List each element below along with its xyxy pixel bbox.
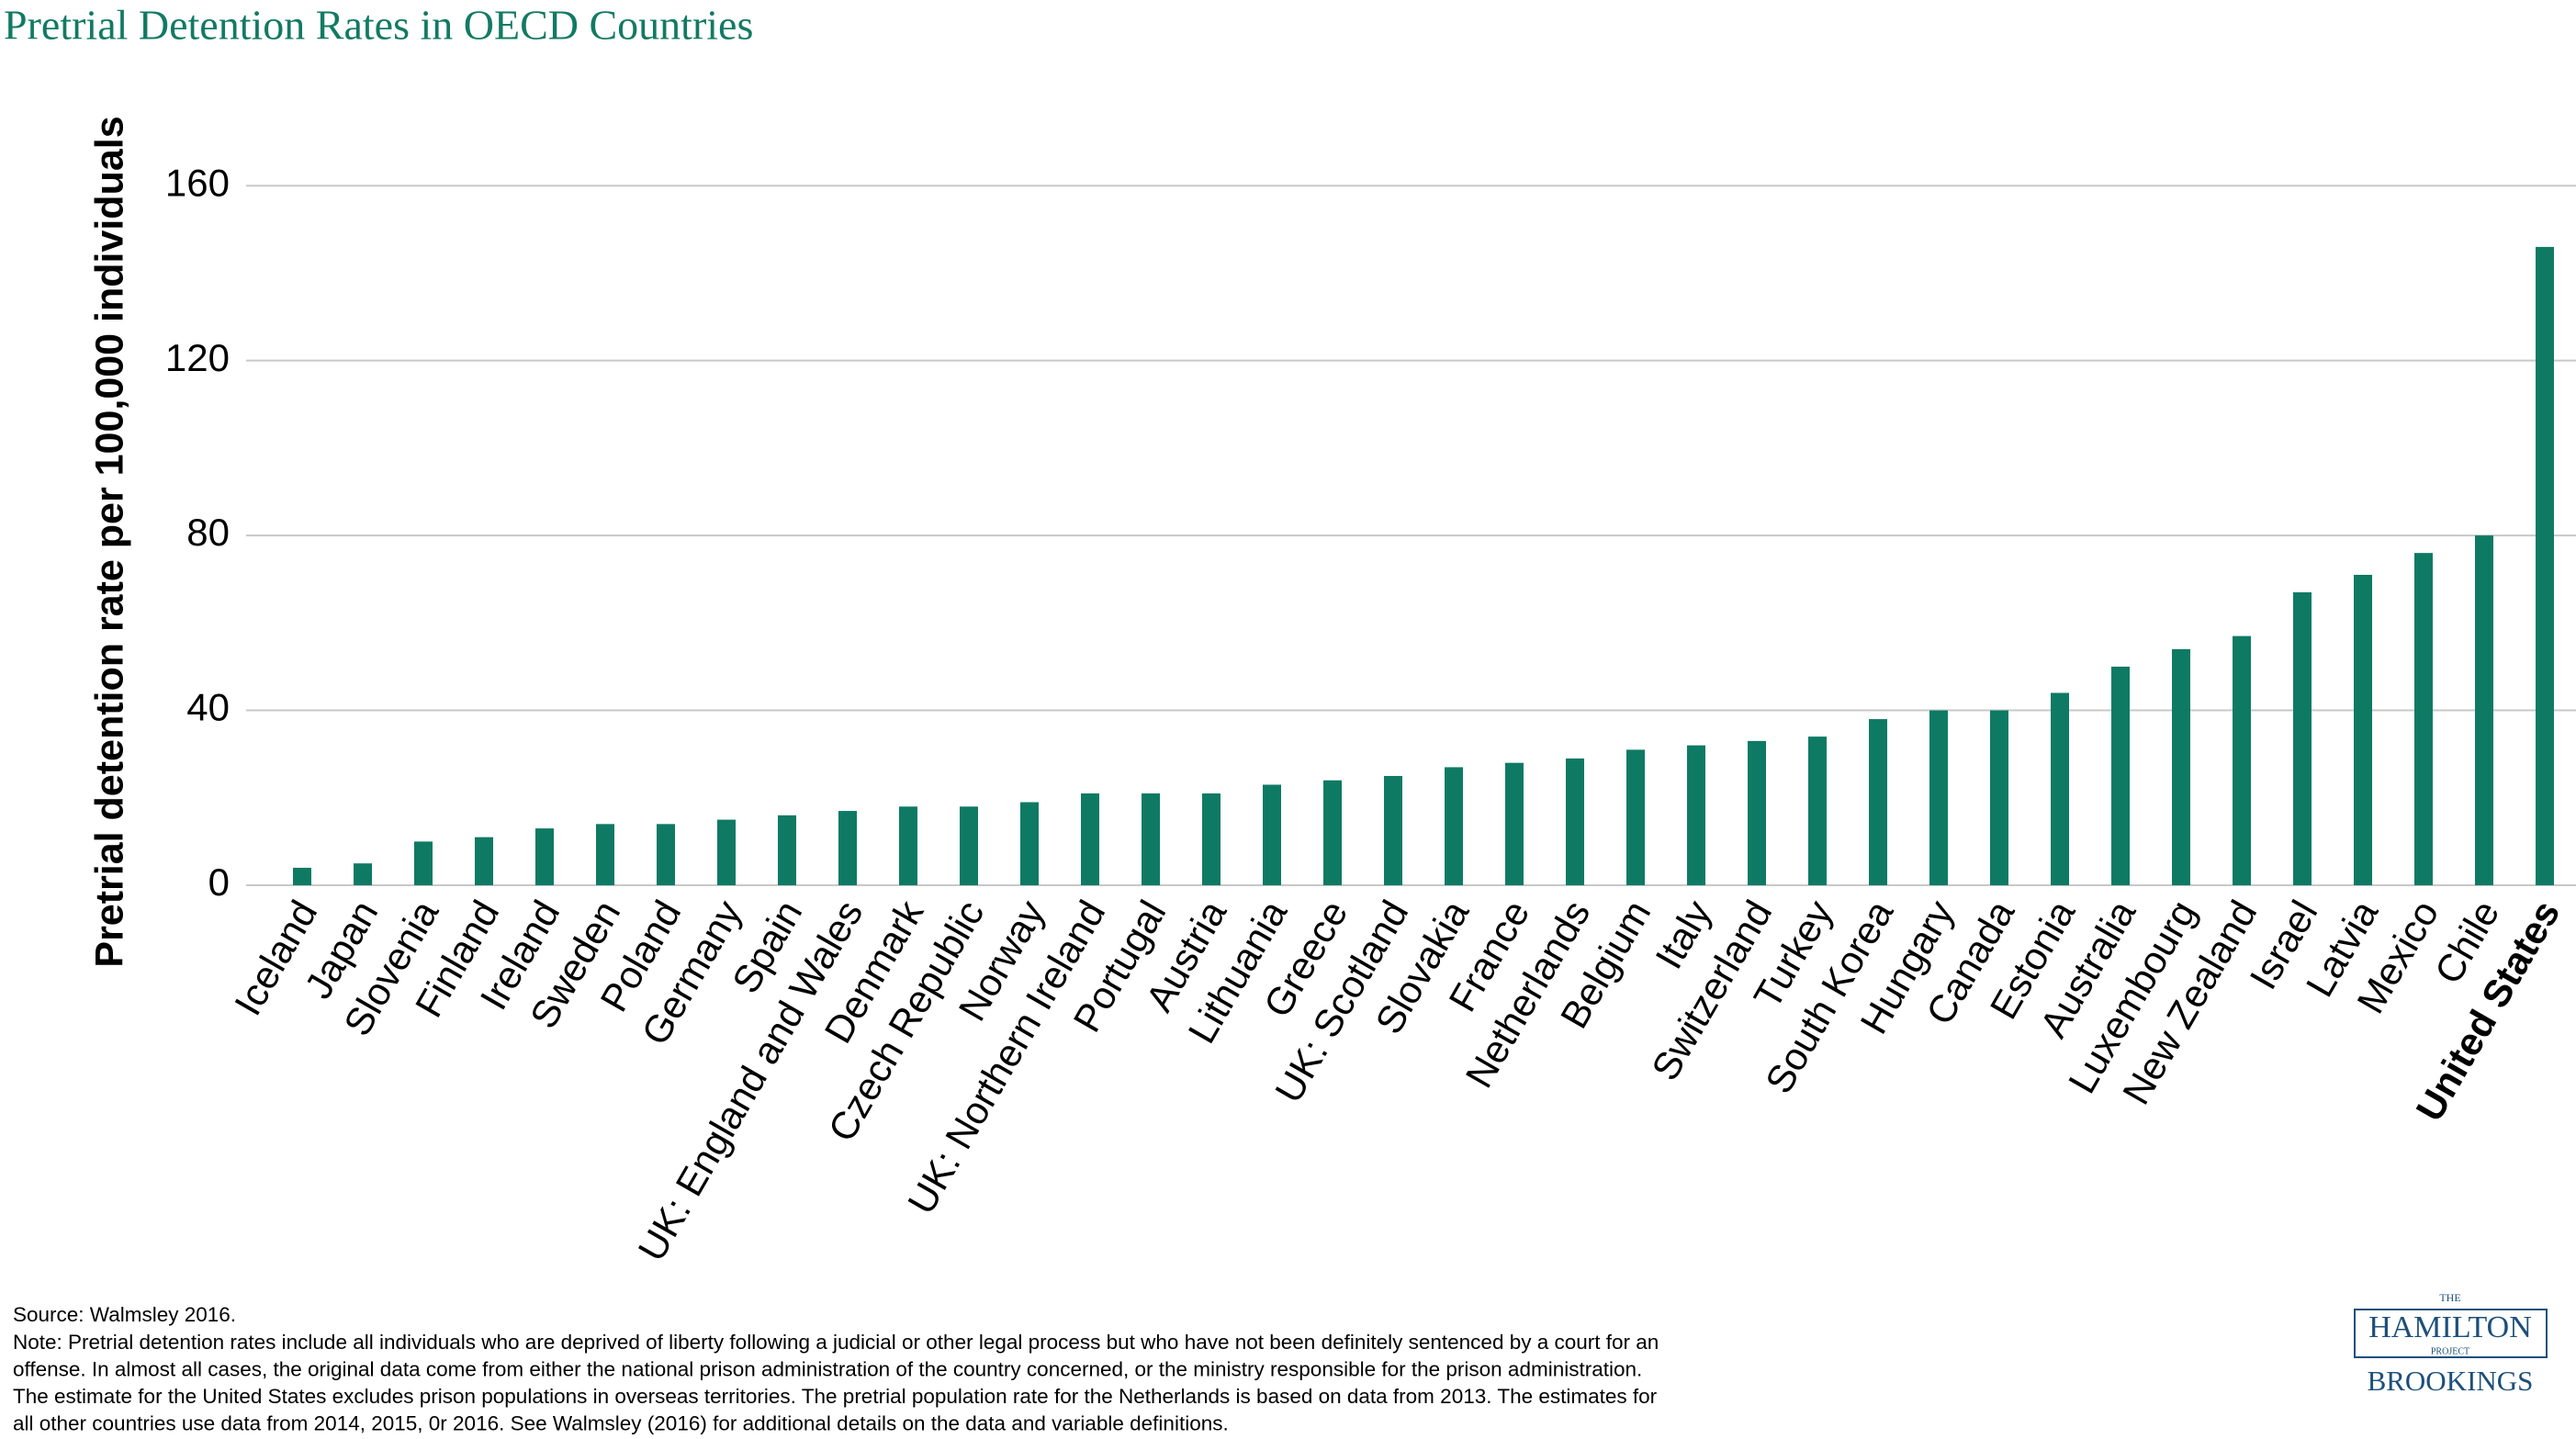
bar: [1384, 775, 1402, 885]
y-tick-label: 0: [208, 860, 230, 904]
bar: [717, 819, 736, 885]
logo-sub: PROJECT: [2431, 1346, 2469, 1356]
chart-title: Pretrial Detention Rates in OECD Countri…: [4, 2, 753, 49]
bar: [2475, 535, 2493, 885]
bar: [1445, 767, 1463, 885]
bar: [2051, 692, 2069, 885]
logo-org: BROOKINGS: [2368, 1365, 2534, 1397]
note-line: offense. In almost all cases, the origin…: [13, 1357, 1642, 1380]
bar: [838, 811, 857, 885]
bar: [2293, 592, 2312, 885]
bar: [657, 824, 675, 885]
bar: [1869, 719, 1887, 885]
logo: THE HAMILTON PROJECT BROOKINGS: [2354, 1291, 2548, 1397]
bar: [2233, 635, 2251, 885]
bar: [535, 828, 554, 885]
y-axis-label: Pretrial detention rate per 100,000 indi…: [87, 116, 131, 967]
bar: [1142, 793, 1160, 885]
logo-top: THE: [2439, 1291, 2460, 1304]
bar: [899, 806, 917, 885]
y-tick-label: 160: [165, 161, 230, 204]
bar: [1687, 745, 1705, 885]
logo-name: HAMILTON: [2368, 1310, 2532, 1344]
bar: [1566, 758, 1584, 885]
bar: [960, 806, 978, 885]
logo-box: [2354, 1309, 2548, 1358]
y-tick-label: 120: [165, 336, 230, 379]
note-line: all other countries use data from 2014, …: [13, 1411, 1229, 1434]
bar: [1990, 710, 2008, 885]
bar: [778, 815, 796, 885]
y-tick-label: 80: [186, 511, 230, 554]
bar: [2414, 553, 2433, 885]
bar: [1202, 793, 1221, 885]
note-line: Note: Pretrial detention rates include a…: [13, 1331, 1659, 1354]
bar: [1808, 736, 1827, 885]
bar: [1323, 780, 1342, 885]
bar: [1748, 740, 1766, 885]
bar: [2172, 648, 2190, 885]
bar: [1626, 749, 1645, 885]
bar: [1263, 784, 1281, 885]
bar: [1081, 793, 1099, 885]
source: Source: Walmsley 2016.: [13, 1303, 236, 1326]
bar: [354, 863, 372, 885]
bar: [596, 824, 614, 885]
bar: [2111, 666, 2130, 885]
bar: [1505, 762, 1524, 885]
bar: [293, 867, 311, 885]
bar: [414, 841, 433, 885]
bar: [1020, 802, 1039, 885]
bar: [475, 837, 493, 885]
bar: [1929, 710, 1948, 885]
bar: [2536, 246, 2554, 885]
bar: [2354, 574, 2372, 885]
note-line: The estimate for the United States exclu…: [13, 1385, 1658, 1408]
y-tick-label: 40: [186, 686, 230, 729]
